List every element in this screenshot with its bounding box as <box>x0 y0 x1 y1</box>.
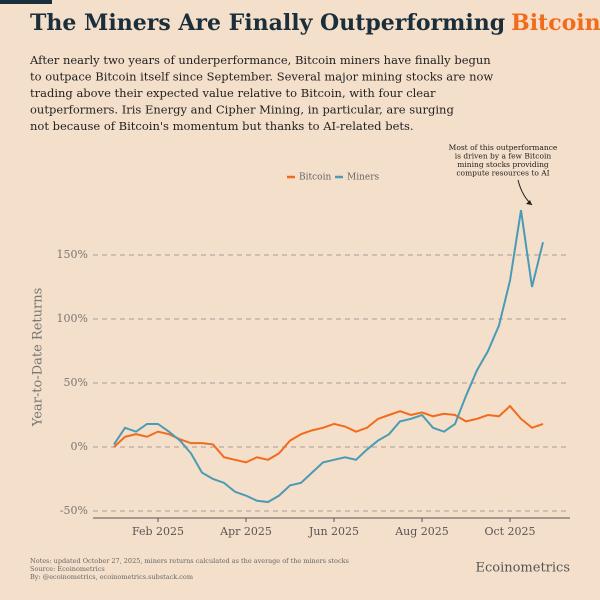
x-tick-label: Oct 2025 <box>484 525 535 538</box>
y-axis-label: Year-to-Date Returns <box>31 288 46 428</box>
annotation-line: is driven by a few Bitcoin <box>455 152 552 161</box>
subtitle-line: not because of Bitcoin's momentum but th… <box>30 119 414 133</box>
annotation-line: compute resources to AI <box>456 169 549 178</box>
subtitle-line: trading above their expected value relat… <box>30 86 436 100</box>
annotation-arrowhead <box>526 200 532 205</box>
brand: Ecoinometrics <box>475 561 570 576</box>
x-tick-label: Jun 2025 <box>308 525 359 538</box>
chart-title-highlight: Bitcoin <box>511 10 600 36</box>
x-tick-label: Apr 2025 <box>219 525 272 538</box>
x-tick-label: Feb 2025 <box>132 525 184 538</box>
annotation-line: mining stocks providing <box>457 160 549 169</box>
y-tick-label: 100% <box>57 312 88 325</box>
y-tick-label: 0% <box>71 440 88 453</box>
legend-label: Bitcoin <box>299 173 331 183</box>
series-line <box>113 404 544 464</box>
series-line <box>113 210 544 504</box>
y-tick-label: -50% <box>60 504 88 517</box>
subtitle-line: After nearly two years of underperforman… <box>29 53 491 67</box>
y-tick-label: 150% <box>57 248 88 261</box>
x-tick-label: Aug 2025 <box>394 525 449 538</box>
chart-title: The Miners Are Finally Outperforming <box>30 10 505 36</box>
legend-label: Miners <box>347 173 380 183</box>
y-tick-label: 50% <box>64 376 88 389</box>
top-bar <box>0 0 52 4</box>
annotation-line: Most of this outperformance <box>449 143 558 152</box>
note-line: Source: Ecoinometrics <box>30 565 105 573</box>
note-line: By: @ecoinometrics, ecoinometrics.substa… <box>30 573 193 581</box>
note-line: Notes: updated October 27, 2025, miners … <box>30 557 349 565</box>
subtitle-line: to outpace Bitcoin itself since Septembe… <box>30 70 493 84</box>
subtitle-line: outperformers. Iris Energy and Cipher Mi… <box>30 103 454 117</box>
